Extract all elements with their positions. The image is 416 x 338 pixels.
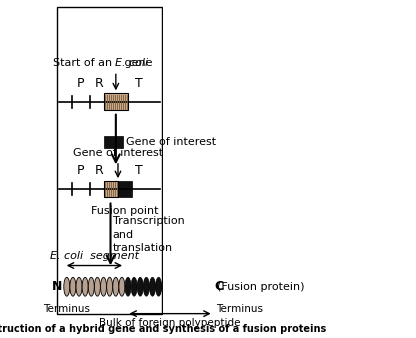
Circle shape bbox=[88, 277, 94, 296]
Text: T: T bbox=[136, 77, 143, 90]
Circle shape bbox=[174, 277, 180, 296]
Text: (Fusion protein): (Fusion protein) bbox=[218, 282, 305, 292]
Text: Gene of interest: Gene of interest bbox=[74, 147, 163, 158]
Text: Gene of interest: Gene of interest bbox=[126, 137, 216, 147]
Circle shape bbox=[149, 277, 156, 296]
Circle shape bbox=[101, 277, 106, 296]
Circle shape bbox=[180, 277, 186, 296]
Text: Fusion point: Fusion point bbox=[91, 206, 158, 216]
Bar bbox=[118, 181, 132, 197]
Circle shape bbox=[70, 277, 76, 296]
Text: R: R bbox=[94, 77, 103, 90]
Circle shape bbox=[156, 277, 161, 296]
Bar bbox=[104, 181, 118, 197]
Text: Fig. 4.12: The construction of a hybrid gene and synthesis of a fusion proteins: Fig. 4.12: The construction of a hybrid … bbox=[0, 324, 326, 334]
Circle shape bbox=[198, 277, 204, 296]
Circle shape bbox=[144, 277, 149, 296]
Text: Transcription
and
translation: Transcription and translation bbox=[113, 216, 184, 253]
Circle shape bbox=[131, 277, 137, 296]
Text: gene: gene bbox=[121, 58, 153, 68]
Bar bbox=[104, 136, 123, 148]
Text: T: T bbox=[136, 164, 143, 177]
Circle shape bbox=[76, 277, 82, 296]
Text: Terminus: Terminus bbox=[43, 304, 90, 314]
Circle shape bbox=[192, 277, 198, 296]
Circle shape bbox=[162, 277, 168, 296]
Text: Bulk of foreign polypeptide: Bulk of foreign polypeptide bbox=[99, 318, 241, 328]
Circle shape bbox=[168, 277, 174, 296]
Circle shape bbox=[205, 277, 210, 296]
Text: R: R bbox=[94, 164, 103, 177]
Text: E. coli: E. coli bbox=[115, 58, 149, 68]
Circle shape bbox=[82, 277, 88, 296]
Circle shape bbox=[137, 277, 143, 296]
Text: C: C bbox=[214, 280, 223, 293]
Circle shape bbox=[186, 277, 192, 296]
Text: P: P bbox=[77, 77, 84, 90]
Circle shape bbox=[106, 277, 113, 296]
Circle shape bbox=[94, 277, 100, 296]
Text: Start of an: Start of an bbox=[53, 58, 115, 68]
Text: E. coli  segment: E. coli segment bbox=[50, 251, 139, 262]
Text: P: P bbox=[77, 164, 84, 177]
Circle shape bbox=[113, 277, 119, 296]
Circle shape bbox=[64, 277, 70, 296]
Bar bbox=[104, 93, 128, 110]
Circle shape bbox=[125, 277, 131, 296]
Circle shape bbox=[119, 277, 125, 296]
Text: Terminus: Terminus bbox=[216, 304, 263, 314]
Text: N: N bbox=[52, 280, 62, 293]
